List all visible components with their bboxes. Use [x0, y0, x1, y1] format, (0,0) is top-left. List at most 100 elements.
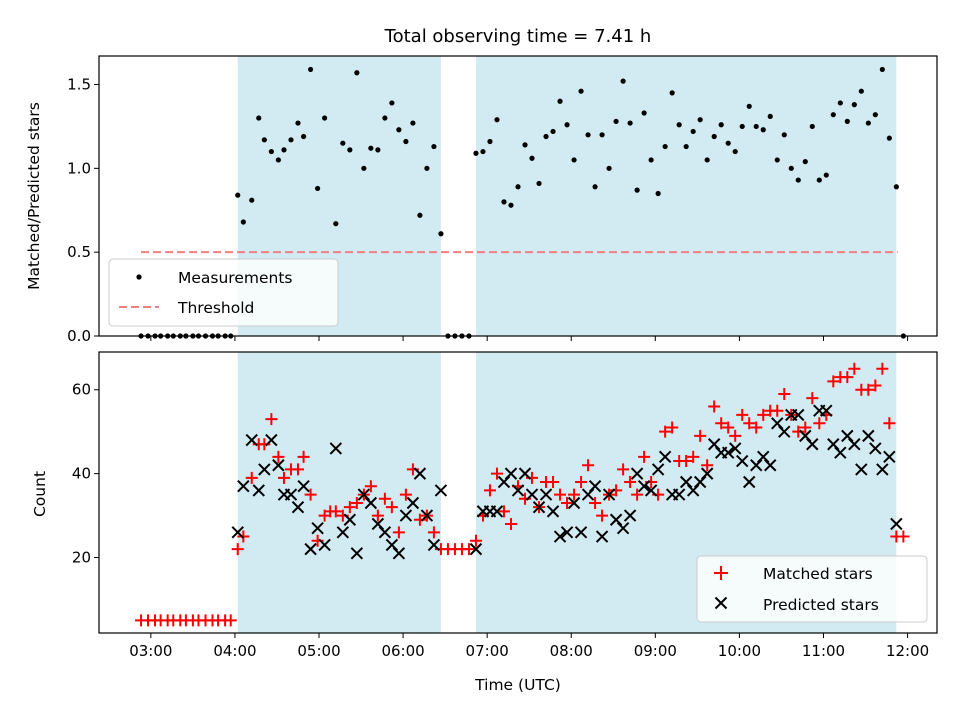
- matched-stars-point: [245, 471, 258, 484]
- predicted-stars-point: [231, 526, 244, 539]
- xtick-label: 03:00: [129, 642, 172, 660]
- predicted-stars-point: [553, 530, 567, 543]
- xtick-label: 07:00: [466, 642, 509, 660]
- top-ytick-label: 1.0: [67, 159, 91, 177]
- matched-stars-point: [378, 492, 391, 505]
- matched-stars-point: [399, 488, 412, 501]
- measurements-point: [704, 157, 710, 163]
- matched-stars-point: [575, 476, 588, 489]
- measurements-point: [669, 90, 675, 96]
- measurements-point: [333, 221, 339, 227]
- matched-stars-point: [729, 429, 742, 442]
- measurements-point: [788, 165, 794, 171]
- measurements-point: [739, 123, 745, 130]
- matched-stars-point: [666, 421, 679, 434]
- matched-stars-point: [224, 614, 237, 627]
- legend-measurements-label: Measurements: [178, 269, 293, 287]
- top-legend-box: [108, 258, 339, 327]
- predicted-stars-point: [700, 467, 714, 480]
- matched-stars-point: [736, 408, 749, 421]
- matched-stars-point: [659, 425, 672, 438]
- matched-stars-point: [297, 450, 310, 463]
- legend-threshold-label: Threshold: [177, 299, 254, 317]
- measurements-point: [760, 127, 766, 133]
- predicted-stars-point: [350, 547, 364, 560]
- panel-top: 0.0 0.5 1.0 1.5 Matched/Predicted stars Mea…: [25, 55, 938, 345]
- measurements-point: [725, 140, 731, 146]
- predicted-stars-point: [637, 480, 651, 493]
- predicted-stars-point: [490, 505, 504, 518]
- xtick-label: 09:00: [634, 642, 677, 660]
- matched-stars-point: [680, 455, 693, 468]
- measurements-point: [300, 133, 307, 140]
- measurements-point: [480, 148, 486, 155]
- predicted-stars-point: [406, 496, 420, 510]
- measurements-point: [368, 145, 374, 151]
- matched-stars-point: [617, 463, 630, 476]
- measurements-point: [781, 132, 787, 138]
- predicted-stars-point: [862, 429, 875, 443]
- matched-stars-point: [277, 471, 290, 484]
- predicted-stars-point: [311, 521, 324, 535]
- matched-stars-point: [722, 421, 735, 434]
- predicted-stars-point: [245, 433, 258, 447]
- measurements-point: [837, 100, 843, 106]
- measurements-point: [578, 88, 584, 94]
- matched-stars-point: [883, 417, 896, 430]
- matched-stars-point: [757, 408, 770, 421]
- bot-ytick-label: 20: [72, 549, 91, 567]
- measurements-point: [473, 150, 479, 156]
- measurements-point: [641, 110, 647, 116]
- predicted-stars-point: [602, 488, 616, 501]
- matched-stars-point: [750, 421, 763, 434]
- matched-stars-point: [582, 459, 595, 472]
- predicted-stars-point: [560, 526, 574, 539]
- predicted-stars-point: [630, 467, 644, 480]
- predicted-stars-point: [672, 488, 686, 501]
- predicted-stars-point: [792, 408, 805, 422]
- matched-stars-point: [343, 501, 356, 514]
- matched-stars-point: [771, 404, 784, 417]
- predicted-stars-point: [304, 542, 317, 556]
- predicted-stars-point: [883, 450, 896, 464]
- top-ytick-label: 1.5: [67, 76, 91, 94]
- predicted-stars-point: [778, 425, 791, 438]
- measurements-point: [571, 157, 577, 163]
- predicted-stars-point: [588, 480, 602, 493]
- predicted-stars-point: [469, 542, 483, 556]
- measurements-point: [732, 148, 738, 155]
- measurements-point: [753, 123, 759, 130]
- legend-matched-marker: [714, 566, 728, 580]
- measurements-point: [634, 187, 640, 193]
- measurements-point: [256, 115, 262, 121]
- measurements-point: [655, 190, 661, 197]
- measurements-point: [543, 133, 549, 140]
- predicted-stars-point: [721, 446, 735, 459]
- measurements-point: [711, 133, 717, 140]
- measurements-point: [585, 132, 591, 138]
- predicted-stars-point: [399, 509, 413, 522]
- measurements-point: [536, 180, 542, 187]
- matched-stars-point: [462, 543, 475, 556]
- measurements-point: [522, 142, 528, 148]
- matched-stars-point: [231, 543, 244, 556]
- xtick-label: 10:00: [718, 642, 761, 660]
- measurements-point: [501, 199, 507, 205]
- matched-stars-point: [427, 526, 440, 539]
- measurements-point: [648, 157, 654, 163]
- predicted-stars-point: [420, 509, 434, 522]
- measurements-point: [697, 117, 703, 123]
- matched-stars-point: [272, 450, 285, 463]
- legend-predicted-marker: [714, 596, 728, 610]
- measurements-point: [508, 202, 514, 208]
- matched-stars-point: [469, 534, 482, 547]
- matched-stars-point: [385, 501, 398, 514]
- x-axis-label: Time (UTC): [474, 676, 561, 694]
- bot-ytick-label: 40: [72, 465, 91, 483]
- matched-stars-point: [490, 467, 503, 480]
- measurements-point: [295, 120, 301, 126]
- predicted-stars-point: [329, 442, 343, 455]
- predicted-stars-point: [539, 488, 553, 501]
- measurements-point: [858, 88, 864, 94]
